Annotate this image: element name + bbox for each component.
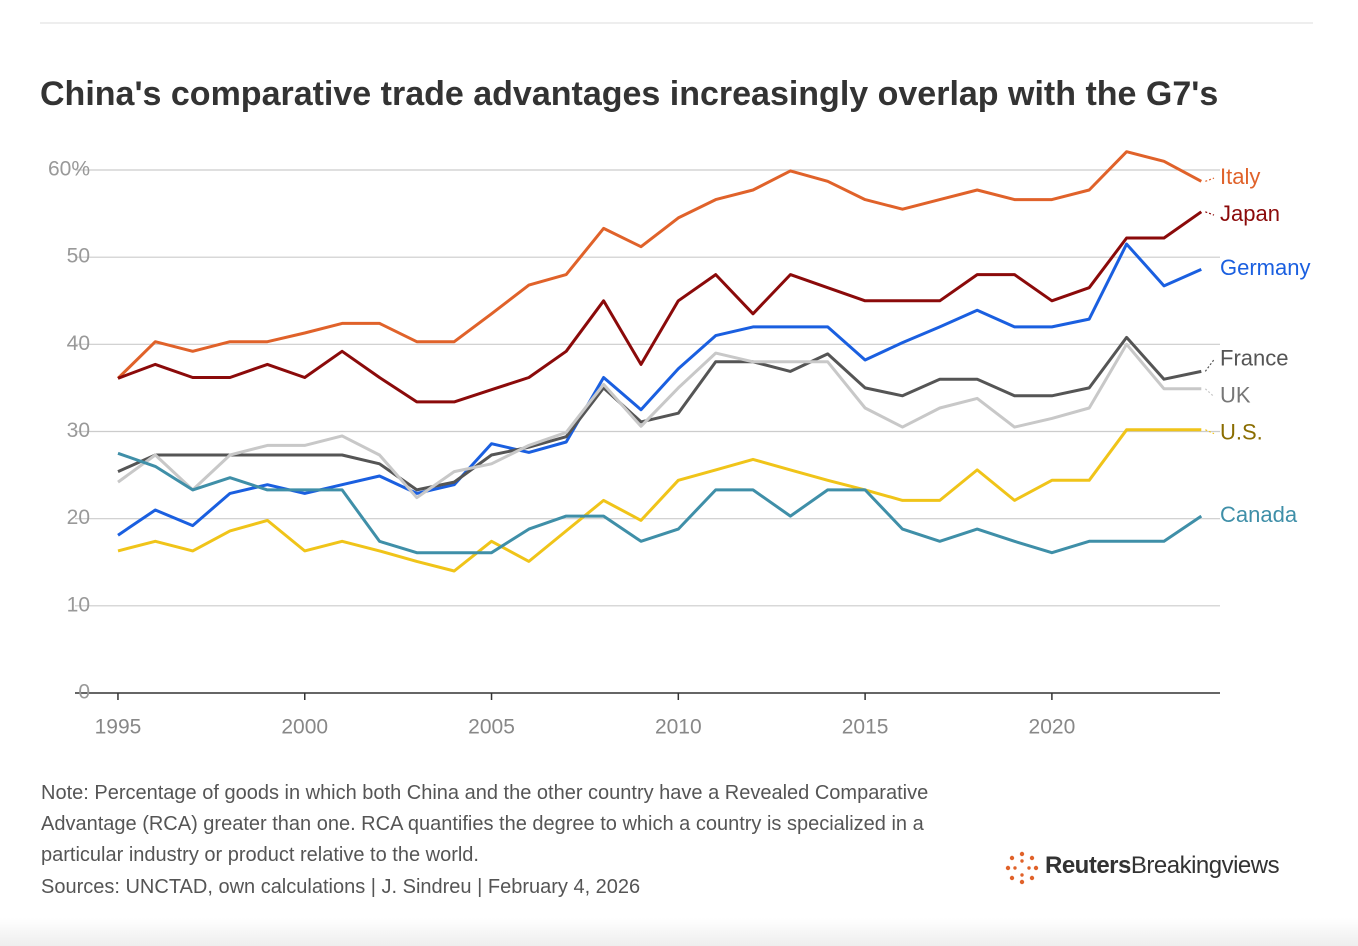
logo-bold: Reuters bbox=[1045, 852, 1131, 879]
label-leader bbox=[1205, 177, 1215, 182]
x-tick-label: 1995 bbox=[95, 716, 142, 739]
logo-light: Breakingviews bbox=[1130, 852, 1280, 879]
y-tick-label: 50 bbox=[67, 245, 90, 268]
y-tick-label: 10 bbox=[67, 593, 90, 616]
label-leader bbox=[1204, 359, 1215, 372]
logo-icon bbox=[1005, 851, 1039, 885]
series-line bbox=[116, 150, 1203, 380]
note: Note: Percentage of goods in which both … bbox=[41, 782, 929, 866]
y-tick-label: 60% bbox=[48, 158, 90, 181]
logo: ReutersBreakingviews bbox=[1045, 852, 1280, 880]
series-label: Italy bbox=[1220, 164, 1260, 189]
series-label: Canada bbox=[1220, 502, 1298, 527]
x-tick-label: 2000 bbox=[281, 716, 328, 739]
series-label: U.S. bbox=[1220, 419, 1263, 444]
y-tick-label: 0 bbox=[78, 681, 90, 704]
y-tick-label: 20 bbox=[67, 506, 90, 529]
series-label: France bbox=[1220, 345, 1288, 370]
x-tick-label: 2020 bbox=[1029, 716, 1076, 739]
y-tick-label: 30 bbox=[67, 419, 90, 442]
series-line bbox=[117, 342, 1202, 500]
series-line bbox=[117, 242, 1202, 537]
series-line bbox=[117, 210, 1203, 404]
label-leader bbox=[1205, 211, 1215, 216]
series-line bbox=[117, 335, 1202, 492]
x-tick-label: 2005 bbox=[468, 716, 515, 739]
x-tick-label: 2015 bbox=[842, 716, 889, 739]
chart-title: China's comparative trade advantages inc… bbox=[40, 75, 1218, 113]
series-label: Japan bbox=[1220, 201, 1280, 226]
bottom-fade bbox=[0, 918, 1358, 946]
series-line bbox=[117, 451, 1203, 555]
label-leader bbox=[1205, 429, 1215, 435]
source: Sources: UNCTAD, own calculations | J. S… bbox=[41, 876, 641, 898]
y-tick-label: 40 bbox=[67, 332, 90, 355]
x-tick-label: 2010 bbox=[655, 716, 702, 739]
series-label: UK bbox=[1220, 382, 1251, 407]
series-line bbox=[117, 428, 1202, 573]
series-label: Germany bbox=[1220, 255, 1310, 280]
label-leader bbox=[1204, 388, 1215, 398]
